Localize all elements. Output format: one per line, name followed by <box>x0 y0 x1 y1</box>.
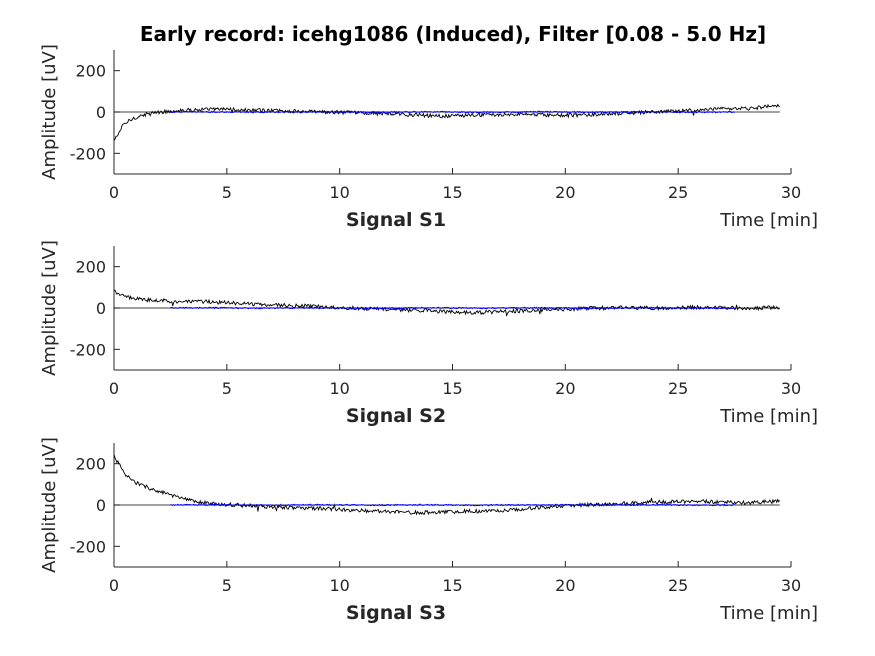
subplot-1: 0 5 10 15 20 25 30 -200 0 200 Amplitude [uV] Signal… <box>39 44 818 231</box>
y-tick-label: -200 <box>70 144 106 163</box>
y-tick-label: 200 <box>75 258 106 277</box>
x-axis-label: Time [min] <box>719 603 818 624</box>
y-tick-label: -200 <box>70 537 106 556</box>
y-axis-label: Amplitude [uV] <box>39 44 60 180</box>
subplot-2: 0 5 10 15 20 25 30 -200 0 200 Amplitude [uV] Signal… <box>39 240 818 427</box>
x-tick-label: 20 <box>555 183 575 202</box>
chart-title: Early record: icehg1086 (Induced), Filte… <box>140 22 766 46</box>
y-axis-label: Amplitude [uV] <box>39 437 60 573</box>
filtered-signal-line <box>170 503 735 507</box>
subplot-label: Signal S1 <box>346 209 446 231</box>
x-tick-label: 10 <box>329 183 349 202</box>
x-tick-label: 30 <box>781 576 801 595</box>
x-tick-label: 0 <box>109 183 119 202</box>
y-tick-label: 200 <box>75 455 106 474</box>
subplot-label: Signal S2 <box>346 405 446 427</box>
x-axis-label: Time [min] <box>719 210 818 231</box>
x-tick-label: 25 <box>668 576 688 595</box>
x-tick-label: 5 <box>222 183 232 202</box>
x-tick-label: 30 <box>781 183 801 202</box>
x-axis-label: Time [min] <box>719 406 818 427</box>
subplot-label: Signal S3 <box>346 602 446 624</box>
subplot-3: 0 5 10 15 20 25 30 -200 0 200 Amplitude [uV] Signal… <box>39 437 818 624</box>
raw-signal-line <box>113 289 780 317</box>
x-tick-label: 10 <box>329 379 349 398</box>
x-tick-label: 5 <box>222 379 232 398</box>
y-tick-label: 0 <box>96 299 106 318</box>
filtered-signal-line <box>170 110 735 114</box>
x-tick-label: 20 <box>555 576 575 595</box>
filtered-signal-line <box>170 306 735 310</box>
y-tick-label: 200 <box>75 62 106 81</box>
y-tick-label: -200 <box>70 340 106 359</box>
x-tick-label: 5 <box>222 576 232 595</box>
y-tick-label: 0 <box>96 103 106 122</box>
x-tick-label: 0 <box>109 379 119 398</box>
x-tick-label: 25 <box>668 183 688 202</box>
x-tick-label: 20 <box>555 379 575 398</box>
x-tick-label: 15 <box>442 379 462 398</box>
raw-signal-line <box>113 103 780 141</box>
x-tick-label: 25 <box>668 379 688 398</box>
y-tick-label: 0 <box>96 496 106 515</box>
x-tick-label: 10 <box>329 576 349 595</box>
x-tick-label: 30 <box>781 379 801 398</box>
x-tick-label: 15 <box>442 183 462 202</box>
x-tick-label: 0 <box>109 576 119 595</box>
y-axis-label: Amplitude [uV] <box>39 240 60 376</box>
x-tick-label: 15 <box>442 576 462 595</box>
